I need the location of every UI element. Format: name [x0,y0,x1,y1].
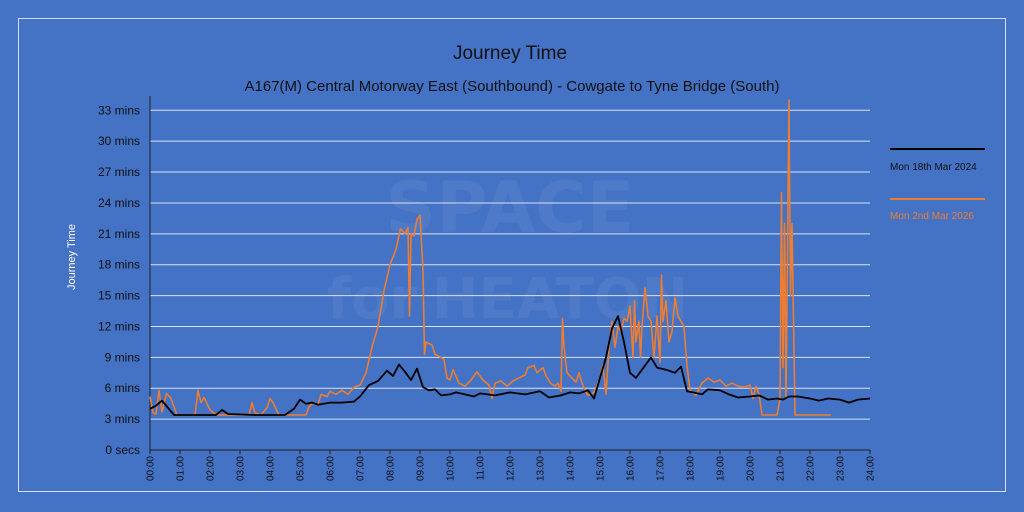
chart-subtitle: A167(M) Central Motorway East (Southboun… [245,78,780,95]
watermark-line-1: SPACE [386,167,635,249]
watermark-line-3: HEATON [432,267,689,332]
x-tick-label: 02:00 [206,456,217,481]
y-tick-label: 6 mins [105,381,140,395]
x-tick-label: 01:00 [176,456,187,481]
legend-label-series-1: Mon 18th Mar 2024 [890,162,977,173]
x-tick-label: 12:00 [506,456,517,481]
x-tick-labels: 00:00 01:00 02:00 03:00 04:00 05:00 06:00 07:00… [146,456,877,481]
y-tick-label: 24 mins [98,196,140,210]
x-tick-label: 13:00 [536,456,547,481]
chart-title: Journey Time [453,43,567,64]
x-tick-label: 21:00 [776,456,787,481]
grid-lines [150,109,870,420]
y-tick-labels: 0 secs 3 mins 6 mins 9 mins 12 mins 15 mins 18… [98,103,140,457]
x-tick-label: 22:00 [806,456,817,481]
x-tick-label: 18:00 [686,456,697,481]
x-tick-label: 20:00 [746,456,757,481]
y-tick-label: 3 mins [105,412,140,426]
x-tick-label: 04:00 [266,456,277,481]
y-tick-label: 18 mins [98,258,140,272]
x-tick-label: 00:00 [146,456,157,481]
y-tick-label: 12 mins [98,319,140,333]
axes [149,96,871,454]
series-line-1 [149,315,871,416]
y-tick-label: 30 mins [98,134,140,148]
legend-label-series-2: Mon 2nd Mar 2026 [890,211,974,222]
x-tick-label: 08:00 [386,456,397,481]
x-tick-label: 16:00 [626,456,637,481]
chart-frame [18,18,1006,492]
x-tick-label: 09:00 [416,456,427,481]
legend: Mon 18th Mar 2024 Mon 2nd Mar 2026 [890,148,985,222]
x-tick-label: 05:00 [296,456,307,481]
x-tick-label: 17:00 [656,456,667,481]
y-tick-label: 27 mins [98,165,140,179]
x-tick-label: 03:00 [236,456,247,481]
y-tick-label: 0 secs [105,443,140,457]
series-lines [149,99,871,416]
x-tick-label: 14:00 [566,456,577,481]
x-tick-label: 15:00 [596,456,607,481]
x-tick-label: 11:00 [476,456,487,481]
x-tick-label: 06:00 [326,456,337,481]
series-line-2 [149,99,831,416]
x-tick-label: 24:00 [866,456,877,481]
x-tick-label: 07:00 [356,456,367,481]
y-tick-label: 9 mins [105,350,140,364]
y-tick-label: 21 mins [98,227,140,241]
x-tick-label: 19:00 [716,456,727,481]
watermark-line-2: for [327,267,418,332]
y-tick-label: 33 mins [98,103,140,117]
y-axis-label: Journey Time [66,224,78,290]
x-tick-label: 23:00 [836,456,847,481]
x-tick-label: 10:00 [446,456,457,481]
y-tick-label: 15 mins [98,289,140,303]
